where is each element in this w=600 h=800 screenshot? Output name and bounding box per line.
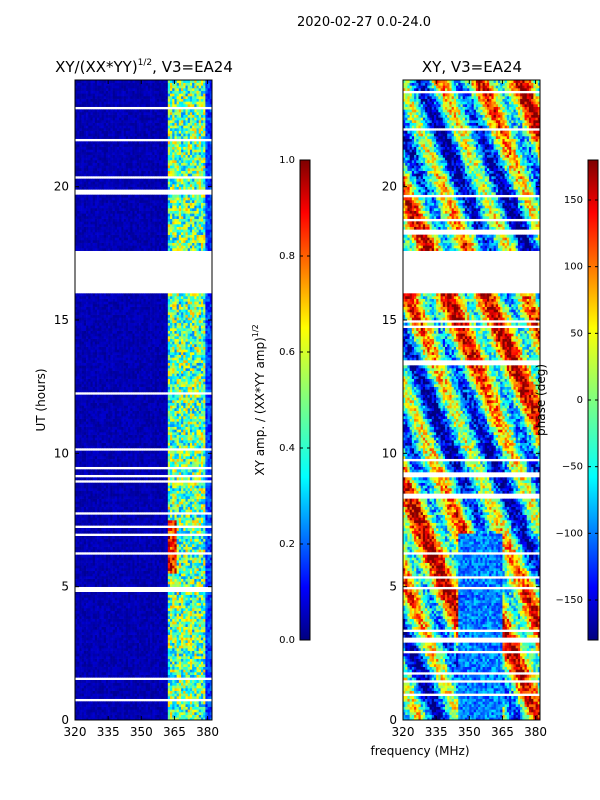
- y-tick-label: 5: [61, 580, 69, 594]
- colorbar-tick-label: 0.0: [279, 635, 295, 646]
- x-tick-label: 320: [64, 725, 87, 739]
- phase-colorbar-label: phase (deg): [534, 364, 548, 436]
- amp-colorbar: [299, 159, 311, 641]
- y-tick-label: 20: [382, 180, 397, 194]
- right-heatmap: [403, 80, 540, 720]
- right-axes-frame: [402, 79, 541, 721]
- y-tick-label: 10: [54, 446, 69, 460]
- left-title-main: XY/(XX*YY): [55, 58, 138, 76]
- x-tick-label: 365: [163, 725, 186, 739]
- y-tick-label: 0: [389, 713, 397, 727]
- right-axis-ticks: 320 335 350 365 380 0 5 10 15 20: [382, 80, 547, 739]
- y-tick-label: 20: [54, 180, 69, 194]
- amp-colorbar-label-main: XY amp. / (XX*YY amp): [253, 337, 267, 475]
- left-heatmap: [75, 80, 212, 720]
- colorbar-tick-label: 100: [564, 262, 583, 273]
- phase-colorbar-ticks: −150 −100 −50 0 50 100 150: [556, 195, 598, 606]
- x-tick-label: 365: [491, 725, 514, 739]
- left-panel-title: XY/(XX*YY)1/2, V3=EA24: [55, 58, 233, 76]
- x-tick-label: 380: [196, 725, 219, 739]
- x-tick-label: 380: [524, 725, 547, 739]
- left-axis-ticks: 320 335 350 365 380 0 5 10 15 20: [54, 80, 219, 739]
- left-title-tail: , V3=EA24: [152, 58, 233, 76]
- figure-suptitle: 2020-02-27 0.0-24.0: [297, 15, 431, 30]
- x-tick-label: 335: [425, 725, 448, 739]
- right-panel-title: XY, V3=EA24: [422, 58, 522, 76]
- colorbar-tick-label: 0: [577, 395, 583, 406]
- left-ylabel: UT (hours): [34, 368, 48, 431]
- y-tick-label: 10: [382, 446, 397, 460]
- colorbar-tick-label: 0.4: [279, 443, 295, 454]
- colorbar-tick-label: −50: [562, 462, 583, 473]
- x-tick-label: 350: [130, 725, 153, 739]
- colorbar-tick-label: −150: [556, 595, 583, 606]
- frequency-xlabel: frequency (MHz): [370, 744, 469, 758]
- y-tick-label: 5: [389, 580, 397, 594]
- x-tick-label: 320: [392, 725, 415, 739]
- y-tick-label: 0: [61, 713, 69, 727]
- colorbar-tick-label: −100: [556, 528, 583, 539]
- y-tick-label: 15: [382, 313, 397, 327]
- amp-colorbar-label: XY amp. / (XX*YY amp)1/2: [251, 324, 267, 475]
- colorbar-tick-label: 150: [564, 195, 583, 206]
- amp-colorbar-label-sup: 1/2: [251, 324, 260, 337]
- left-title-sup: 1/2: [138, 58, 152, 68]
- left-axes-frame: [74, 79, 213, 721]
- colorbar-tick-label: 0.8: [279, 251, 295, 262]
- amp-colorbar-ticks: 0.0 0.2 0.4 0.6 0.8 1.0: [279, 155, 310, 646]
- x-tick-label: 335: [97, 725, 120, 739]
- colorbar-tick-label: 1.0: [279, 155, 295, 166]
- x-tick-label: 350: [458, 725, 481, 739]
- colorbar-tick-label: 0.2: [279, 539, 295, 550]
- y-tick-label: 15: [54, 313, 69, 327]
- colorbar-tick-label: 0.6: [279, 347, 295, 358]
- colorbar-tick-label: 50: [570, 328, 583, 339]
